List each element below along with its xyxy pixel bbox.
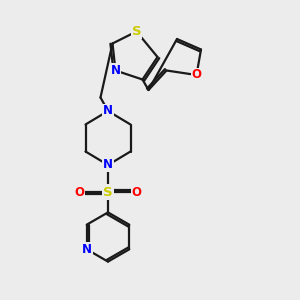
Text: O: O: [131, 185, 142, 199]
Text: O: O: [74, 185, 85, 199]
Text: S: S: [103, 185, 113, 199]
Text: N: N: [110, 64, 121, 77]
Text: N: N: [103, 158, 113, 172]
Text: O: O: [191, 68, 202, 82]
Text: N: N: [82, 243, 92, 256]
Text: S: S: [132, 25, 141, 38]
Text: N: N: [103, 104, 113, 118]
